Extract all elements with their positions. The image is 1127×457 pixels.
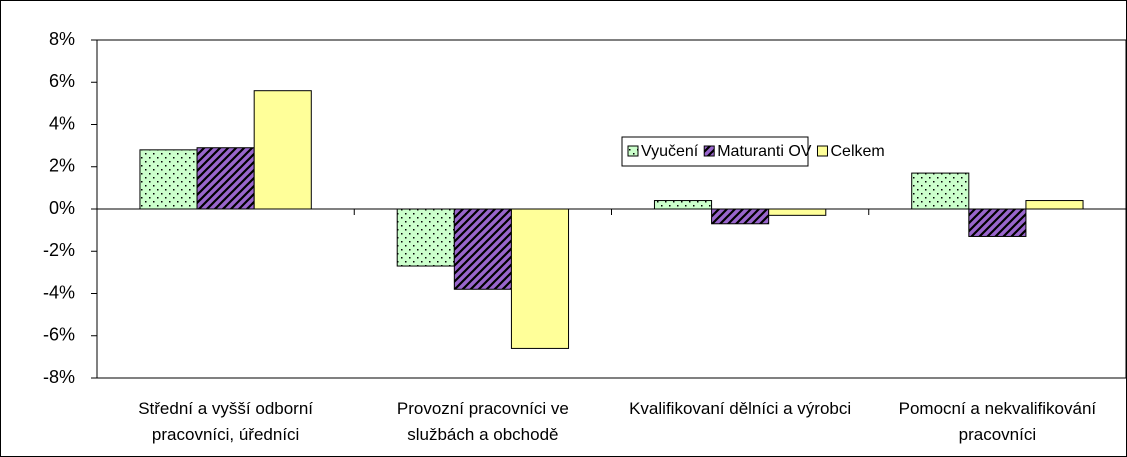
y-tick-label: -6% — [43, 325, 75, 345]
legend-swatch — [627, 145, 639, 157]
x-tick-label: Pomocní a nekvalifikování pracovníci — [898, 399, 1097, 444]
bar — [139, 149, 198, 210]
bar — [196, 147, 255, 210]
y-tick-label: 2% — [49, 156, 75, 176]
bar — [510, 208, 570, 349]
legend-label: Vyučení — [641, 143, 699, 160]
y-tick-label: -2% — [43, 240, 75, 260]
y-tick-label: 8% — [49, 29, 75, 49]
y-tick-label: -8% — [43, 367, 75, 387]
legend-label: Celkem — [830, 143, 884, 160]
x-tick-label: Kvalifikovaní dělníci a výrobci — [629, 399, 852, 418]
bar — [253, 90, 312, 210]
bar — [653, 200, 713, 210]
y-tick-label: 0% — [49, 198, 75, 218]
legend-swatch — [816, 145, 828, 157]
y-tick-label: -4% — [43, 282, 75, 302]
bar — [968, 208, 1027, 237]
x-tick-label: Střední a vyšší odborní pracovníci, úřed… — [138, 399, 314, 444]
y-tick-label: 6% — [49, 71, 75, 91]
bar — [1025, 200, 1084, 210]
legend-box — [621, 136, 809, 167]
bar — [396, 208, 455, 267]
legend: Vyučení Maturanti OV Celkem — [621, 136, 885, 167]
bar — [711, 208, 770, 225]
legend-label: Maturanti OV — [717, 143, 812, 160]
bar — [768, 208, 827, 216]
legend-swatch — [703, 145, 715, 157]
bar — [911, 172, 970, 210]
x-tick-label: Provozní pracovníci ve službách a obchod… — [396, 399, 569, 444]
bar — [453, 208, 512, 290]
y-tick-label: 4% — [49, 113, 75, 133]
